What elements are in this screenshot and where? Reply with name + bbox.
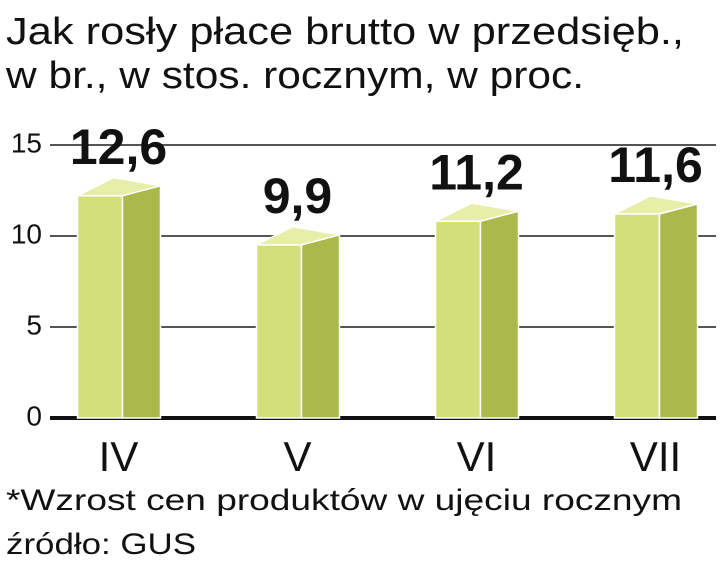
bar-front	[613, 213, 661, 419]
bar-top	[614, 195, 698, 215]
x-tick-label: VI	[457, 433, 497, 480]
value-label: 11,2	[429, 144, 524, 200]
x-tick-label: VII	[630, 433, 681, 480]
bar-top	[435, 202, 519, 222]
bar-top	[256, 226, 340, 246]
y-tick-label: 0	[26, 400, 42, 431]
bar-top	[77, 176, 161, 197]
chart-title: Jak rosły płace brutto w przedsięb.,	[6, 11, 684, 53]
bar-front	[255, 244, 303, 419]
bar	[255, 226, 341, 419]
bar	[613, 195, 699, 419]
bar-front	[434, 220, 482, 419]
y-tick-label: 10	[11, 218, 42, 249]
source: źródło: GUS	[6, 528, 196, 561]
x-tick-label: IV	[99, 433, 139, 480]
bar	[76, 176, 162, 419]
bar-side	[658, 202, 699, 419]
value-label: 11,6	[608, 137, 703, 193]
value-label: 12,6	[70, 119, 167, 175]
bar-side	[121, 184, 162, 419]
y-tick-label: 5	[26, 309, 42, 340]
footnote: *Wzrost cen produktów w ujęciu rocznym	[6, 484, 682, 517]
value-label: 9,9	[263, 168, 333, 224]
y-tick-label: 15	[11, 127, 42, 158]
x-tick-label: V	[283, 433, 311, 480]
bar-front	[76, 194, 124, 419]
bar-side	[479, 210, 520, 419]
chart-title: w br., w stos. rocznym, w proc.	[5, 55, 584, 97]
bar-side	[300, 233, 341, 419]
bar	[434, 202, 520, 419]
